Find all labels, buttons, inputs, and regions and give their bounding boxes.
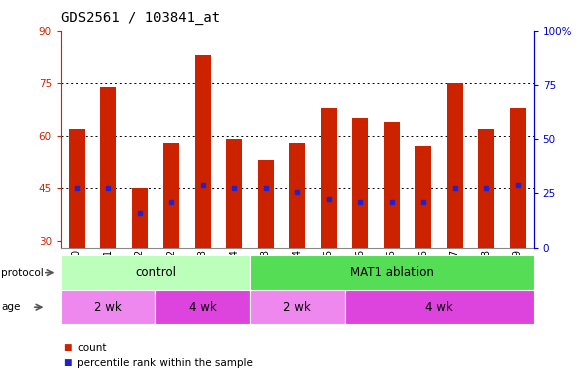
Bar — [510, 108, 525, 248]
Text: MAT1 ablation: MAT1 ablation — [350, 266, 434, 279]
Bar — [100, 87, 116, 248]
FancyBboxPatch shape — [155, 290, 250, 324]
Bar — [478, 129, 494, 248]
Bar — [164, 143, 179, 248]
FancyBboxPatch shape — [345, 290, 534, 324]
FancyBboxPatch shape — [61, 290, 155, 324]
Text: ■: ■ — [63, 358, 71, 367]
Bar — [353, 118, 368, 248]
Bar — [258, 160, 274, 248]
FancyBboxPatch shape — [61, 255, 250, 290]
Bar — [447, 83, 463, 248]
FancyBboxPatch shape — [250, 290, 345, 324]
Bar — [384, 122, 400, 248]
Text: count: count — [77, 343, 107, 353]
Bar — [415, 146, 431, 248]
Text: 4 wk: 4 wk — [189, 301, 216, 314]
Text: age: age — [1, 302, 20, 312]
Text: 2 wk: 2 wk — [284, 301, 311, 314]
Bar — [195, 55, 211, 248]
Text: ■: ■ — [63, 343, 71, 352]
Text: protocol: protocol — [1, 268, 44, 278]
Text: 4 wk: 4 wk — [425, 301, 453, 314]
FancyBboxPatch shape — [250, 255, 534, 290]
Text: GDS2561 / 103841_at: GDS2561 / 103841_at — [61, 11, 220, 25]
Bar — [226, 139, 242, 248]
Bar — [69, 129, 85, 248]
Text: 2 wk: 2 wk — [95, 301, 122, 314]
Bar — [321, 108, 336, 248]
Bar — [289, 143, 305, 248]
Text: control: control — [135, 266, 176, 279]
Bar — [132, 188, 147, 248]
Text: percentile rank within the sample: percentile rank within the sample — [77, 358, 253, 368]
